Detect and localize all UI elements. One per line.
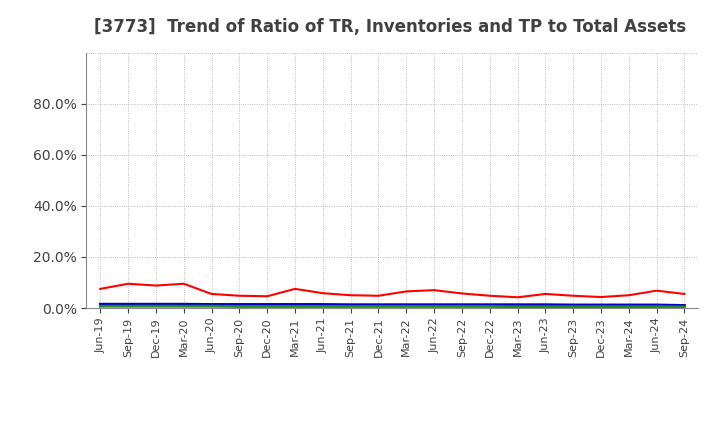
Trade Payables: [374, 304, 383, 309]
Trade Payables: [96, 304, 104, 309]
Inventories: [207, 302, 216, 307]
Inventories: [124, 301, 132, 307]
Trade Payables: [152, 304, 161, 309]
Inventories: [541, 302, 550, 307]
Trade Receivables: [541, 291, 550, 297]
Trade Receivables: [179, 281, 188, 286]
Line: Trade Receivables: Trade Receivables: [100, 284, 685, 297]
Inventories: [680, 303, 689, 308]
Trade Payables: [318, 304, 327, 309]
Trade Receivables: [346, 293, 355, 298]
Inventories: [318, 302, 327, 307]
Inventories: [569, 302, 577, 308]
Trade Receivables: [624, 293, 633, 298]
Inventories: [458, 302, 467, 307]
Trade Payables: [235, 304, 243, 309]
Trade Receivables: [597, 294, 606, 300]
Trade Receivables: [152, 283, 161, 288]
Trade Payables: [124, 304, 132, 309]
Trade Receivables: [485, 293, 494, 298]
Text: [3773]  Trend of Ratio of TR, Inventories and TP to Total Assets: [3773] Trend of Ratio of TR, Inventories…: [94, 18, 685, 36]
Trade Receivables: [402, 289, 410, 294]
Trade Payables: [291, 304, 300, 309]
Trade Receivables: [513, 295, 522, 300]
Trade Payables: [402, 304, 410, 309]
Inventories: [179, 301, 188, 307]
Trade Payables: [458, 304, 467, 309]
Inventories: [291, 302, 300, 307]
Trade Receivables: [569, 293, 577, 298]
Trade Payables: [569, 304, 577, 309]
Trade Payables: [652, 304, 661, 309]
Trade Payables: [430, 304, 438, 309]
Trade Payables: [597, 304, 606, 309]
Trade Receivables: [318, 290, 327, 296]
Inventories: [346, 302, 355, 307]
Trade Payables: [541, 304, 550, 309]
Inventories: [374, 302, 383, 307]
Trade Payables: [680, 304, 689, 310]
Inventories: [485, 302, 494, 307]
Trade Payables: [263, 304, 271, 309]
Trade Receivables: [680, 291, 689, 297]
Trade Receivables: [430, 287, 438, 293]
Inventories: [235, 302, 243, 307]
Trade Receivables: [207, 291, 216, 297]
Inventories: [263, 302, 271, 307]
Trade Payables: [179, 304, 188, 309]
Trade Receivables: [374, 293, 383, 298]
Line: Inventories: Inventories: [100, 304, 685, 305]
Line: Trade Payables: Trade Payables: [100, 306, 685, 307]
Trade Payables: [513, 304, 522, 309]
Trade Receivables: [291, 286, 300, 291]
Trade Receivables: [96, 286, 104, 291]
Trade Payables: [485, 304, 494, 309]
Trade Payables: [624, 304, 633, 309]
Trade Payables: [207, 304, 216, 309]
Inventories: [597, 302, 606, 308]
Trade Payables: [346, 304, 355, 309]
Trade Receivables: [124, 281, 132, 286]
Trade Receivables: [263, 293, 271, 299]
Inventories: [402, 302, 410, 307]
Inventories: [152, 301, 161, 307]
Inventories: [652, 302, 661, 308]
Trade Receivables: [458, 291, 467, 296]
Inventories: [430, 302, 438, 307]
Trade Receivables: [652, 288, 661, 293]
Inventories: [513, 302, 522, 307]
Inventories: [624, 302, 633, 308]
Inventories: [96, 301, 104, 307]
Trade Receivables: [235, 293, 243, 298]
